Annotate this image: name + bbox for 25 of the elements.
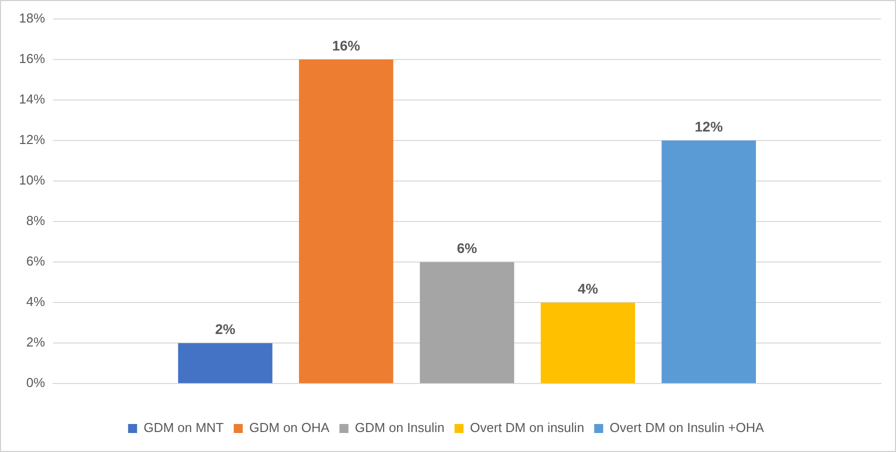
y-tick-label: 6% bbox=[26, 254, 46, 269]
bar bbox=[178, 343, 272, 384]
legend-label: GDM on MNT bbox=[144, 420, 224, 436]
legend-label: GDM on OHA bbox=[249, 420, 330, 436]
data-label: 6% bbox=[456, 240, 478, 256]
bar bbox=[420, 262, 514, 384]
bar bbox=[298, 60, 394, 384]
y-tick-label: 14% bbox=[18, 92, 46, 107]
y-tick-label: 10% bbox=[18, 172, 46, 188]
legend-label: Overt DM on insulin bbox=[470, 420, 584, 436]
y-tick-label: 4% bbox=[26, 294, 46, 310]
y-tick-label: 0% bbox=[26, 375, 46, 390]
data-label: 12% bbox=[694, 118, 724, 134]
legend-label: GDM on Insulin bbox=[354, 420, 445, 436]
bar bbox=[662, 140, 756, 384]
legend-label: Overt DM on Insulin +OHA bbox=[610, 420, 764, 436]
y-tick-label: 2% bbox=[26, 334, 46, 350]
y-tick-label: 8% bbox=[26, 213, 46, 228]
y-tick-label: 18% bbox=[18, 10, 46, 26]
data-label: 4% bbox=[578, 280, 599, 296]
data-label: 16% bbox=[332, 37, 361, 54]
y-tick-label: 12% bbox=[18, 132, 46, 148]
data-label: 2% bbox=[215, 320, 236, 337]
bar bbox=[540, 302, 636, 384]
y-tick-label: 16% bbox=[18, 51, 46, 66]
